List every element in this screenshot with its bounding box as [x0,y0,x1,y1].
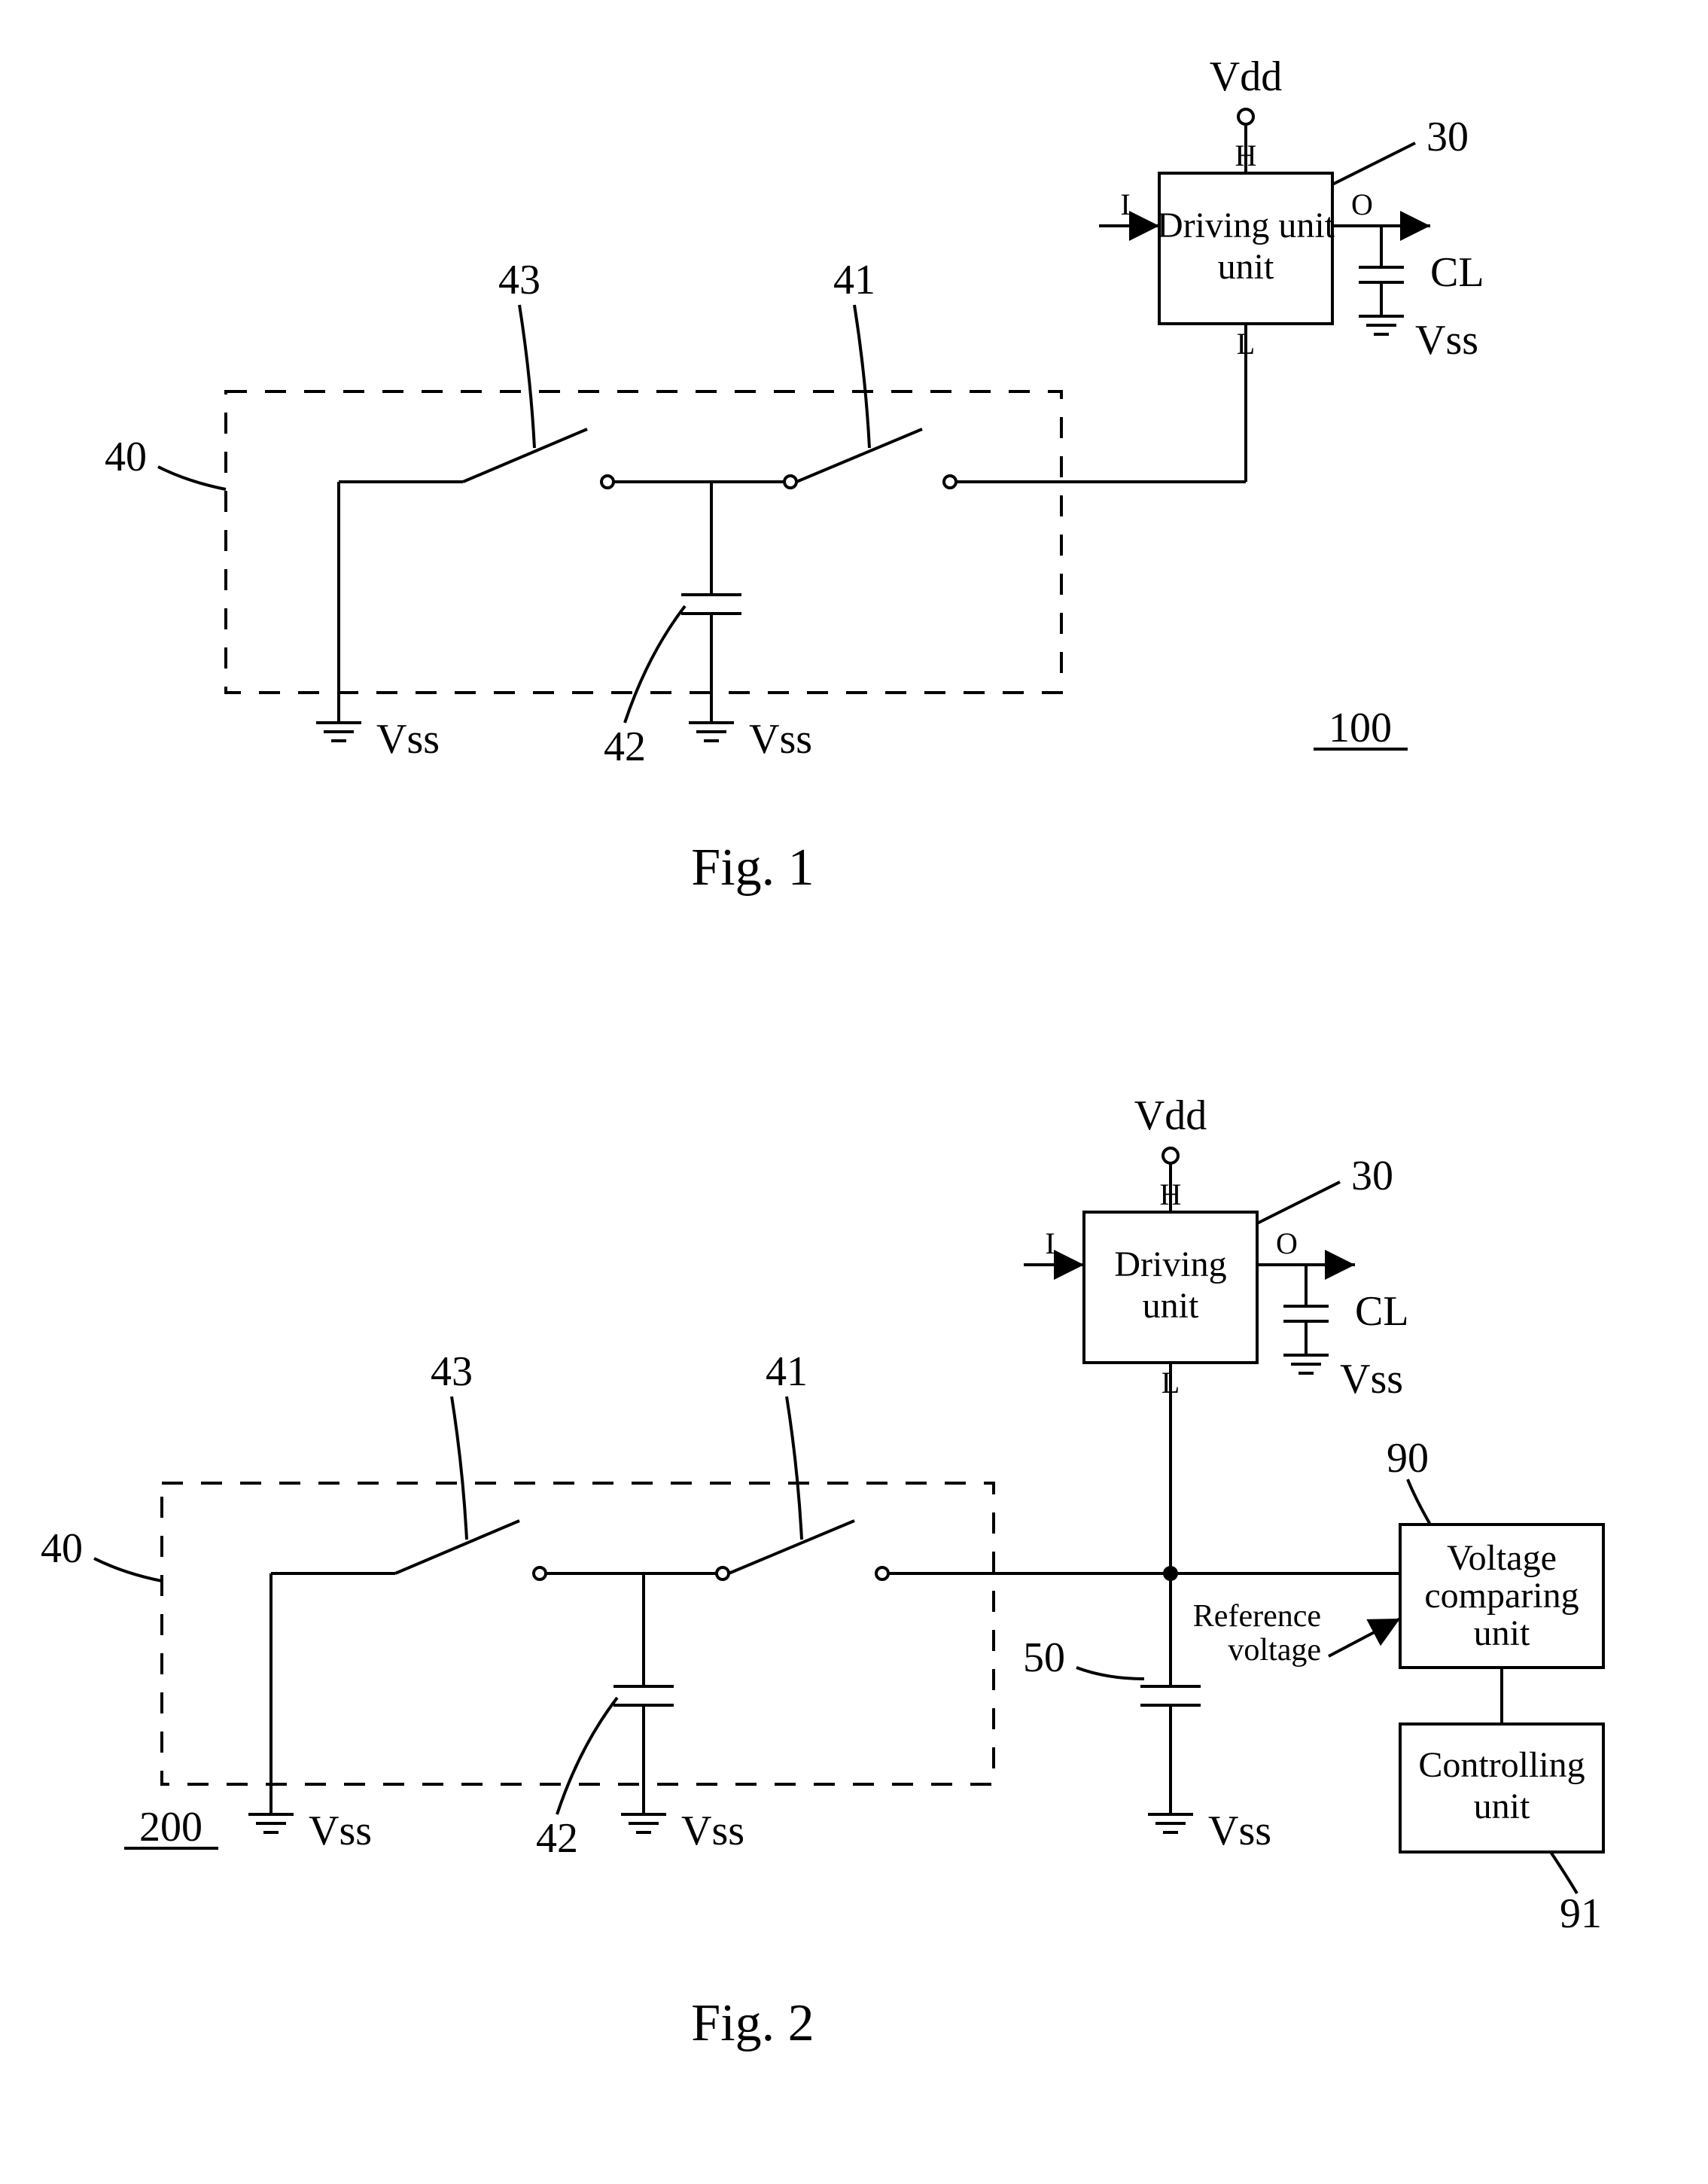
cl2: CL [1355,1288,1409,1335]
cl-label: CL [1430,249,1484,296]
vss-mid: Vss [749,716,812,763]
ctrl-l1: Controlling [1418,1745,1585,1785]
port-h2: H [1160,1177,1182,1211]
figure-1: Driving unit unit Vdd H I O L CL Vss 30 [105,53,1484,897]
port-o: O [1351,187,1373,221]
vcu-l2: comparing [1424,1576,1579,1616]
vcu-l1: Voltage [1447,1538,1557,1578]
ref-90: 90 [1387,1435,1429,1482]
ref-50: 50 [1023,1634,1065,1681]
refv2: voltage [1228,1633,1321,1668]
vss-m2: Vss [681,1808,744,1854]
ctrl-l2: unit [1474,1786,1530,1826]
fig2-caption: Fig. 2 [691,1994,814,2052]
ref-41-2: 41 [766,1348,808,1395]
box-40 [226,391,1061,693]
switch-43: 43 [463,257,613,488]
refv1: Reference [1193,1599,1321,1634]
ref-30: 30 [1426,114,1469,160]
ref-41: 41 [833,257,875,303]
ref-30-2: 30 [1351,1153,1393,1199]
switch-41: 41 [784,257,922,488]
ref-200: 200 [139,1804,202,1850]
driving-unit-label-1: Driving unit [1157,206,1335,245]
du2-l1: Driving [1114,1244,1226,1284]
ref-43: 43 [498,257,540,303]
ref-42-2: 42 [536,1815,578,1862]
driving-unit-label-2: unit [1218,247,1274,287]
du2-l2: unit [1143,1286,1199,1326]
box-40-2 [162,1483,994,1784]
vss-50: Vss [1208,1808,1271,1854]
ref-91: 91 [1560,1890,1602,1937]
ref-40-2: 40 [41,1525,83,1572]
ref-43-2: 43 [431,1348,473,1395]
driving-unit: Driving unit unit Vdd H I O L CL Vss 30 [1099,53,1484,364]
vdd2: Vdd [1134,1092,1207,1139]
vss-l2: Vss [309,1808,372,1854]
port-i: I [1120,187,1130,221]
vss-left: Vss [376,716,440,763]
vdd-label: Vdd [1210,53,1282,100]
switch-41-2: 41 [717,1348,854,1579]
ref-42: 42 [604,723,646,770]
cl2-vss: Vss [1340,1356,1403,1403]
ref-100: 100 [1329,705,1392,751]
fig1-caption: Fig. 1 [691,839,814,897]
schematic-svg: Driving unit unit Vdd H I O L CL Vss 30 [0,0,1708,2184]
vcu-l3: unit [1474,1613,1530,1653]
page: Driving unit unit Vdd H I O L CL Vss 30 [0,0,1708,2184]
port-i2: I [1045,1226,1055,1260]
ref-40: 40 [105,434,147,480]
switch-43-2: 43 [395,1348,546,1579]
cl-vss: Vss [1415,317,1478,364]
figure-2: Driving unit Vdd H I O L CL Vss 30 40 [41,1092,1603,2052]
port-h: H [1235,139,1257,172]
port-o2: O [1276,1226,1298,1260]
driving-unit-2: Driving unit Vdd H I O L CL Vss 30 [1024,1092,1409,1403]
